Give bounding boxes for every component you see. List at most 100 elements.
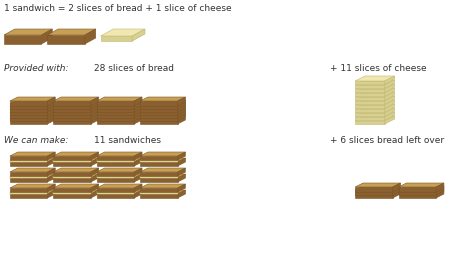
Polygon shape xyxy=(178,184,185,192)
Polygon shape xyxy=(355,187,392,192)
Polygon shape xyxy=(97,116,134,121)
Polygon shape xyxy=(355,189,401,193)
Polygon shape xyxy=(97,190,142,194)
Polygon shape xyxy=(140,194,178,198)
Polygon shape xyxy=(97,162,134,166)
Polygon shape xyxy=(385,84,394,92)
Polygon shape xyxy=(140,156,178,160)
Polygon shape xyxy=(53,112,99,116)
Text: We can make:: We can make: xyxy=(4,136,68,145)
Polygon shape xyxy=(53,172,91,176)
Polygon shape xyxy=(53,178,91,182)
Polygon shape xyxy=(53,116,91,121)
Polygon shape xyxy=(140,115,185,119)
Polygon shape xyxy=(97,174,142,178)
Polygon shape xyxy=(355,89,385,92)
Polygon shape xyxy=(178,112,185,121)
Polygon shape xyxy=(10,172,47,176)
Polygon shape xyxy=(10,176,47,178)
Polygon shape xyxy=(10,101,47,106)
Polygon shape xyxy=(97,97,142,101)
Polygon shape xyxy=(97,168,142,172)
Polygon shape xyxy=(53,113,91,118)
Polygon shape xyxy=(41,29,52,44)
Polygon shape xyxy=(385,76,394,84)
Polygon shape xyxy=(10,192,47,194)
Polygon shape xyxy=(53,158,99,162)
Polygon shape xyxy=(10,194,47,198)
Polygon shape xyxy=(10,178,47,182)
Polygon shape xyxy=(100,29,145,36)
Polygon shape xyxy=(355,80,394,85)
Polygon shape xyxy=(10,188,55,192)
Polygon shape xyxy=(97,156,134,160)
Polygon shape xyxy=(140,168,185,172)
Polygon shape xyxy=(91,109,99,118)
Polygon shape xyxy=(91,115,99,124)
Polygon shape xyxy=(355,190,392,195)
Polygon shape xyxy=(53,174,99,178)
Polygon shape xyxy=(140,172,178,176)
Polygon shape xyxy=(91,168,99,176)
Polygon shape xyxy=(47,109,55,118)
Polygon shape xyxy=(10,184,55,188)
Polygon shape xyxy=(53,190,99,194)
Polygon shape xyxy=(140,174,185,178)
Polygon shape xyxy=(4,29,52,35)
Polygon shape xyxy=(97,172,134,176)
Polygon shape xyxy=(97,119,134,124)
Polygon shape xyxy=(178,97,185,106)
Polygon shape xyxy=(97,101,134,106)
Polygon shape xyxy=(140,172,185,176)
Polygon shape xyxy=(47,35,85,44)
Text: Provided with:: Provided with: xyxy=(4,64,68,73)
Polygon shape xyxy=(140,97,185,101)
Polygon shape xyxy=(53,156,99,160)
Polygon shape xyxy=(178,103,185,112)
Polygon shape xyxy=(97,188,142,192)
Polygon shape xyxy=(53,115,99,119)
Polygon shape xyxy=(140,106,185,110)
Polygon shape xyxy=(399,183,444,187)
Polygon shape xyxy=(47,190,55,198)
Polygon shape xyxy=(355,117,385,120)
Polygon shape xyxy=(399,189,444,193)
Polygon shape xyxy=(10,110,47,115)
Polygon shape xyxy=(134,97,142,106)
Polygon shape xyxy=(134,152,142,160)
Polygon shape xyxy=(47,158,55,166)
Polygon shape xyxy=(97,106,142,110)
Text: 1 sandwich = 2 slices of bread + 1 slice of cheese: 1 sandwich = 2 slices of bread + 1 slice… xyxy=(4,4,232,13)
Polygon shape xyxy=(91,184,99,192)
Polygon shape xyxy=(140,176,178,178)
Polygon shape xyxy=(132,29,145,41)
Polygon shape xyxy=(53,103,99,107)
Polygon shape xyxy=(53,156,91,160)
Polygon shape xyxy=(53,97,99,101)
Polygon shape xyxy=(134,115,142,124)
Polygon shape xyxy=(385,96,394,104)
Polygon shape xyxy=(140,188,178,192)
Polygon shape xyxy=(100,36,132,41)
Polygon shape xyxy=(140,188,185,192)
Polygon shape xyxy=(53,106,99,110)
Polygon shape xyxy=(91,97,99,106)
Polygon shape xyxy=(355,109,385,112)
Polygon shape xyxy=(47,152,55,160)
Polygon shape xyxy=(134,112,142,121)
Polygon shape xyxy=(385,112,394,120)
Polygon shape xyxy=(97,158,142,162)
Polygon shape xyxy=(178,152,185,160)
Polygon shape xyxy=(392,186,401,195)
Polygon shape xyxy=(178,190,185,198)
Polygon shape xyxy=(355,97,385,100)
Polygon shape xyxy=(10,158,55,162)
Polygon shape xyxy=(178,109,185,118)
Polygon shape xyxy=(85,29,96,44)
Polygon shape xyxy=(97,184,142,188)
Polygon shape xyxy=(140,112,185,116)
Polygon shape xyxy=(97,152,142,156)
Polygon shape xyxy=(140,113,178,118)
Polygon shape xyxy=(53,110,91,115)
Polygon shape xyxy=(134,174,142,182)
